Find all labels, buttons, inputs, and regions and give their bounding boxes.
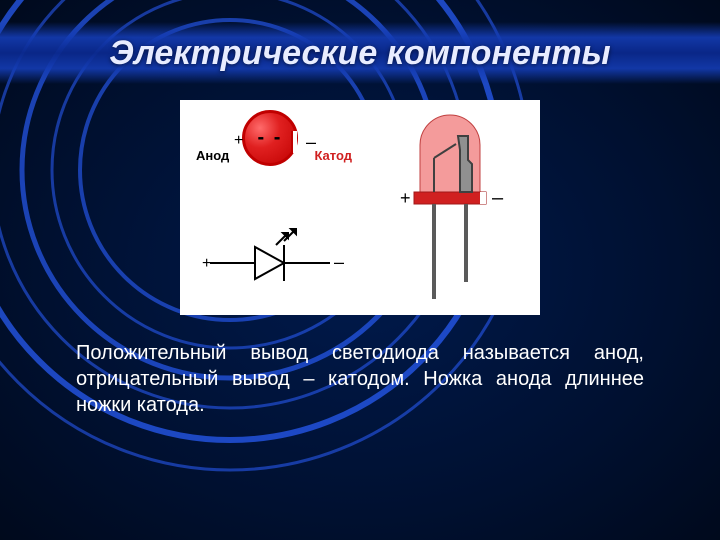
slide: Электрические компоненты - - + – Анод Ка… [0,0,720,540]
schematic-plus: + [202,255,211,272]
schematic-minus: – [334,252,344,272]
led-flat-edge [291,131,297,153]
sideview-minus: – [492,187,504,209]
cathode-label: Катод [314,148,352,163]
diagram-card: - - + – Анод Катод [180,100,540,315]
led-side-view: + – [360,100,540,315]
body-text: Положительный вывод светодиода называетс… [76,340,644,418]
topview-plus: + [234,132,243,150]
led-flat-mark: - - [258,127,283,150]
anode-label: Анод [196,148,229,163]
diagram-left-panel: - - + – Анод Катод [180,100,360,315]
slide-title: Электрические компоненты [109,34,610,73]
diagram-right-panel: + – [360,100,540,315]
title-banner: Электрические компоненты [0,22,720,84]
sideview-plus: + [400,188,411,208]
schematic-symbol: + – [180,223,360,303]
led-circle-icon: - - [242,110,298,166]
